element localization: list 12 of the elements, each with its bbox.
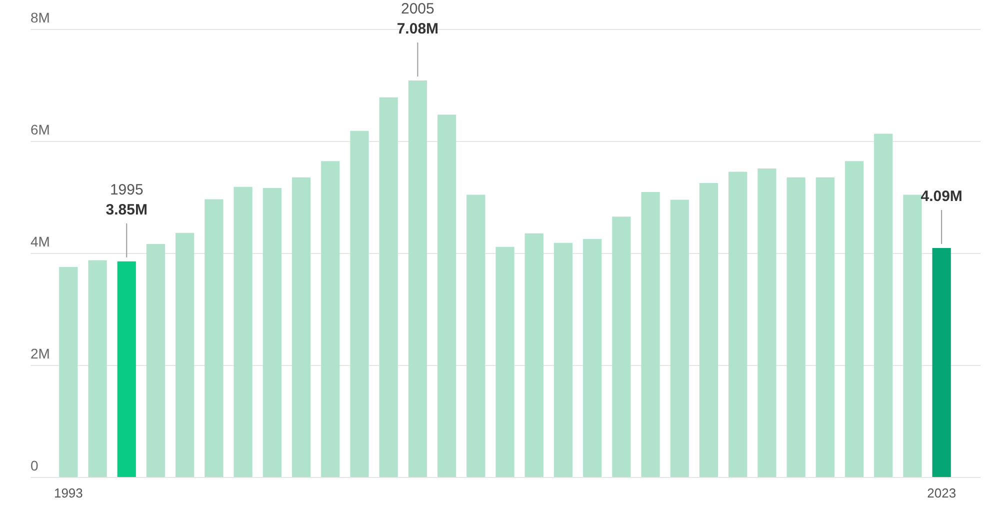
y-tick-label: 0 bbox=[30, 458, 38, 474]
annotation: 1995 bbox=[110, 181, 144, 198]
y-tick-label: 6M bbox=[30, 122, 50, 138]
x-tick-label: 2023 bbox=[927, 486, 956, 500]
y-tick-label: 2M bbox=[30, 346, 50, 362]
data-label: 3.85M bbox=[106, 201, 148, 218]
data-label: 7.08M bbox=[396, 20, 439, 38]
text: 2005 bbox=[400, 0, 434, 18]
x-tick-label: 1993 bbox=[54, 486, 83, 500]
data-label: 4.09M bbox=[920, 188, 962, 205]
y-tick-label: 8M bbox=[30, 10, 50, 26]
y-tick-label: 4M bbox=[30, 234, 50, 250]
